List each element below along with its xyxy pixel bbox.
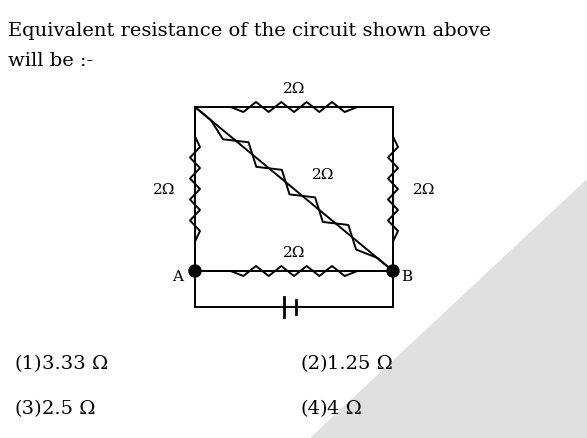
Text: 2Ω: 2Ω (413, 183, 436, 197)
Text: (3): (3) (15, 399, 43, 417)
Text: 4 Ω: 4 Ω (327, 399, 362, 417)
Text: 1.25 Ω: 1.25 Ω (327, 354, 393, 372)
Circle shape (387, 265, 399, 277)
Text: Equivalent resistance of the circuit shown above: Equivalent resistance of the circuit sho… (8, 22, 491, 40)
Text: (4): (4) (300, 399, 328, 417)
Polygon shape (310, 180, 587, 438)
Text: 2.5 Ω: 2.5 Ω (42, 399, 96, 417)
Text: 2Ω: 2Ω (153, 183, 175, 197)
Circle shape (189, 265, 201, 277)
Text: (1): (1) (15, 354, 42, 372)
Text: A: A (172, 269, 183, 283)
Text: 2Ω: 2Ω (283, 82, 305, 96)
Text: B: B (401, 269, 412, 283)
Text: will be :-: will be :- (8, 52, 93, 70)
Text: 2Ω: 2Ω (283, 245, 305, 259)
Text: (2): (2) (300, 354, 328, 372)
Text: 3.33 Ω: 3.33 Ω (42, 354, 108, 372)
Text: 2Ω: 2Ω (312, 168, 335, 182)
